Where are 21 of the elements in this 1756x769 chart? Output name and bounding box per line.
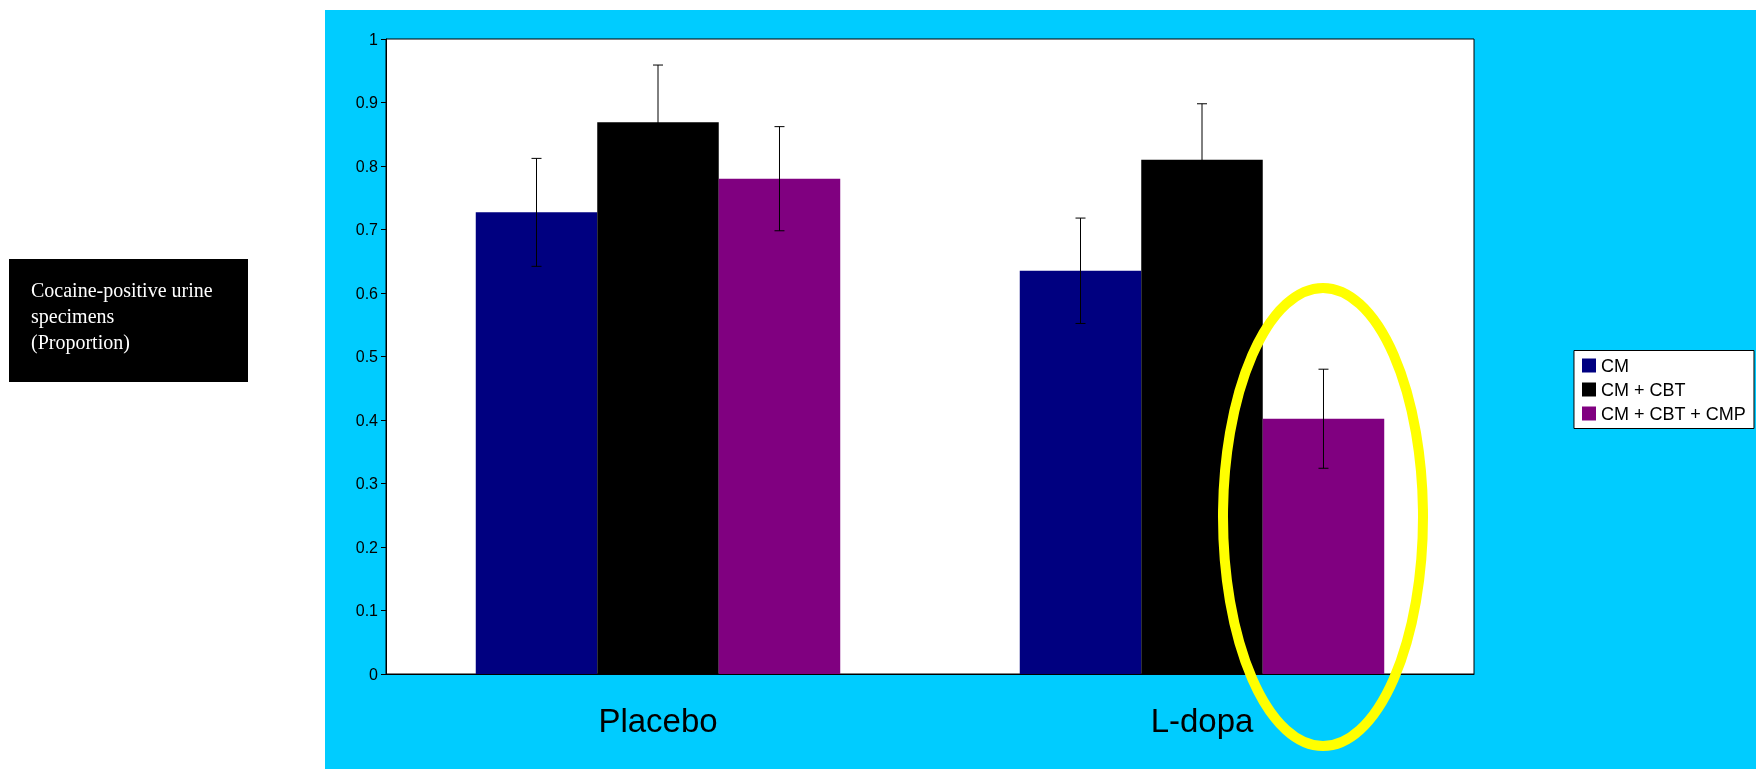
y-tick-label: 1 (369, 30, 379, 48)
legend-label: CM + CBT (1600, 379, 1686, 400)
y-tick-label: 0.2 (355, 538, 379, 556)
y-tick-label: 0.9 (355, 94, 379, 111)
x-tick-label: Placebo (598, 702, 718, 739)
y-tick-label: 0 (369, 665, 379, 683)
y-tick-label: 0.7 (355, 221, 379, 238)
y-tick-label: 0.4 (355, 411, 379, 429)
bar (718, 178, 841, 674)
legend-label: CM (1600, 355, 1629, 376)
y-tick-label: 0.6 (355, 284, 379, 302)
text: Cocaine-positive urine specimens (Proportion) (9, 259, 248, 382)
y-tick-label: 0.1 (355, 602, 379, 619)
y-tick-label: 0.5 (355, 348, 379, 365)
bar (1262, 418, 1385, 674)
y-tick-label: 0.8 (355, 157, 379, 175)
y-tick-label: 0.3 (355, 475, 379, 492)
bar (475, 212, 598, 674)
bar (1019, 270, 1142, 674)
x-tick-label: L-dopa (1150, 702, 1255, 739)
legend-label: CM + CBT + CMP (1600, 403, 1746, 424)
